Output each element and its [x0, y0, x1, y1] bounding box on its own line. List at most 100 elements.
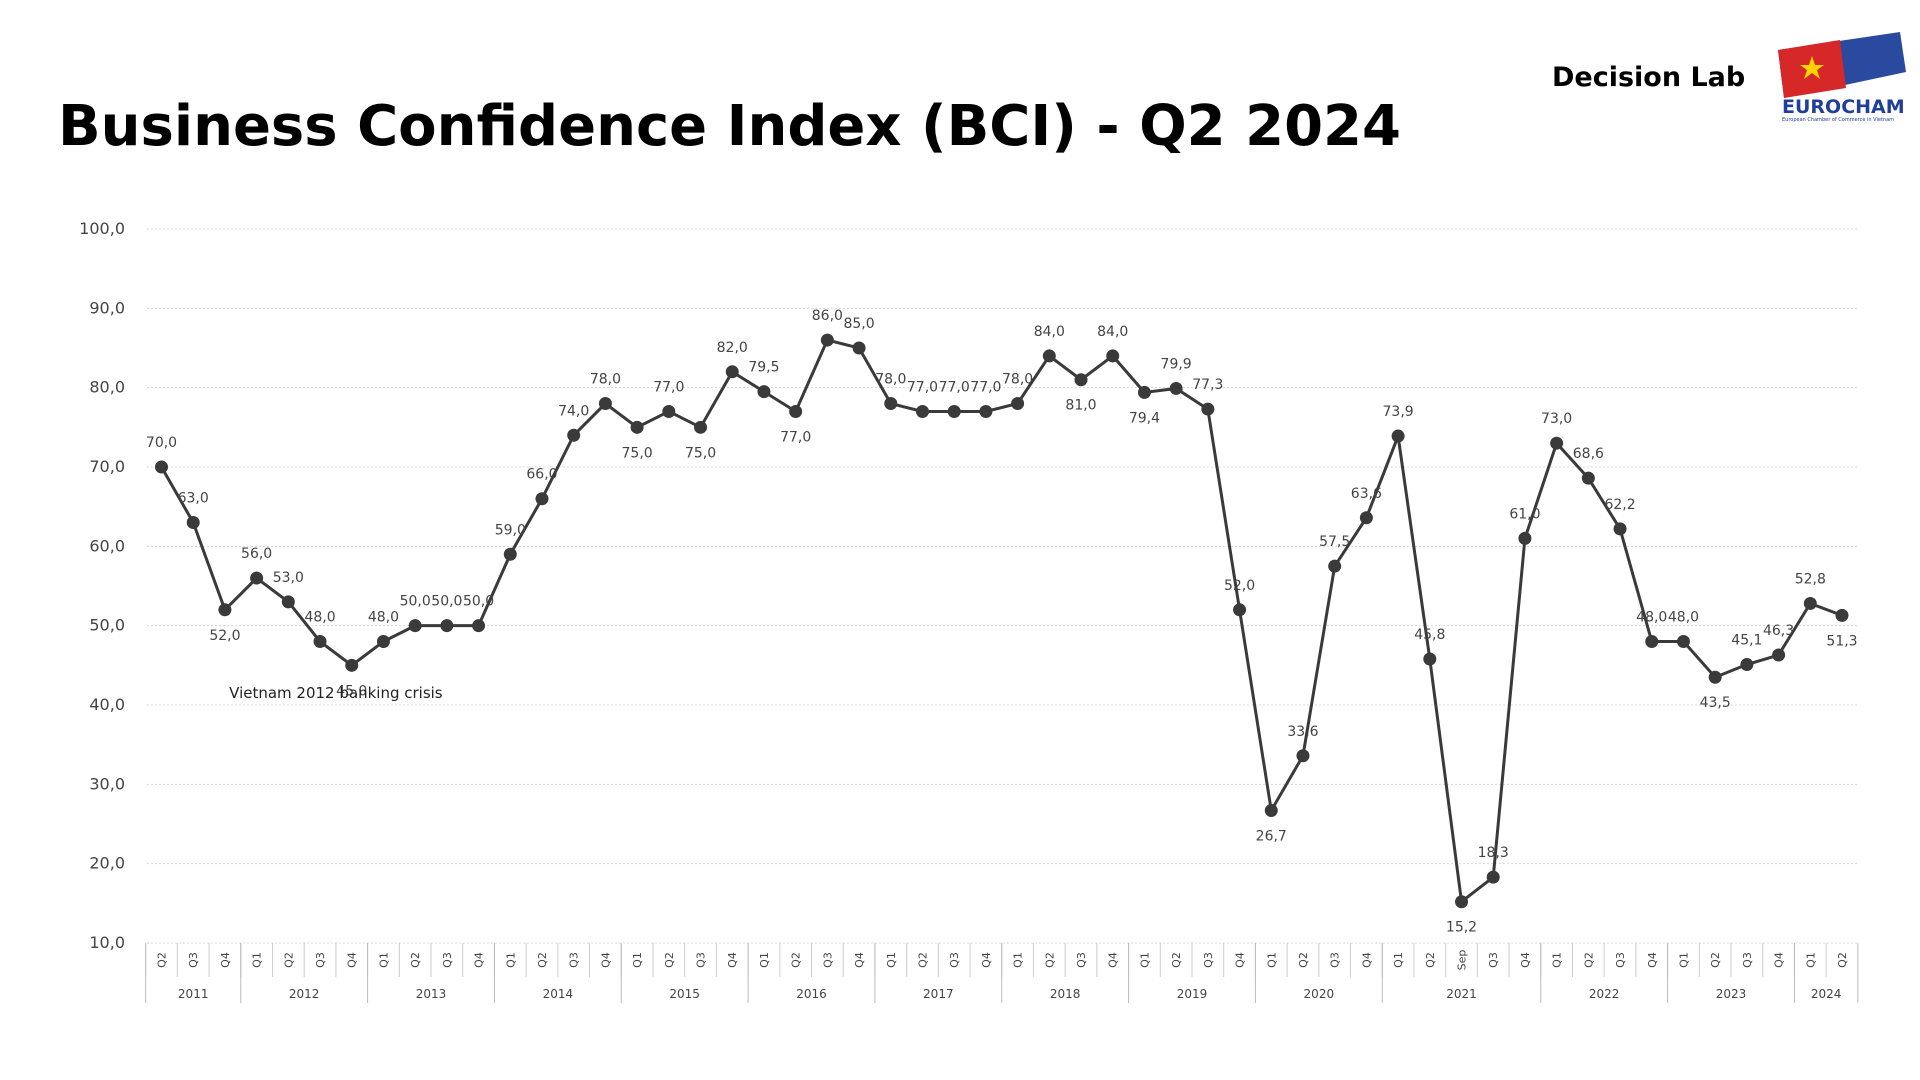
x-tick-label: Q4	[599, 952, 612, 968]
group-label: 2014	[543, 987, 574, 1001]
x-tick-label: Q4	[219, 952, 232, 968]
group-label: 2019	[1177, 987, 1208, 1001]
group-label: 2017	[923, 987, 954, 1001]
data-label: 75,0	[685, 445, 716, 461]
data-point	[947, 404, 961, 418]
y-tick-label: 60,0	[89, 536, 125, 555]
data-point	[884, 397, 898, 411]
y-tick-label: 70,0	[89, 457, 125, 476]
data-label: 51,3	[1826, 633, 1857, 649]
x-tick-label: Q1	[885, 952, 898, 968]
x-tick-label: Q2	[282, 952, 295, 968]
data-label: 77,0	[780, 429, 811, 445]
x-tick-label: Q2	[536, 952, 549, 968]
data-label: 48,0	[1636, 610, 1667, 626]
x-tick-label: Q1	[504, 952, 517, 968]
data-label: 79,9	[1161, 356, 1192, 372]
data-point	[598, 397, 612, 411]
y-tick-label: 30,0	[89, 774, 125, 793]
data-point	[472, 619, 486, 633]
x-tick-label: Q4	[1234, 952, 1247, 968]
data-point	[1772, 648, 1786, 662]
x-tick-label: Sep	[1456, 950, 1469, 971]
data-label: 86,0	[812, 308, 843, 324]
x-tick-label: Q3	[695, 952, 708, 968]
data-label: 59,0	[495, 522, 526, 538]
data-label: 77,3	[1192, 377, 1223, 393]
data-label: 52,0	[1224, 578, 1255, 594]
x-tick-label: Q2	[1043, 952, 1056, 968]
y-tick-label: 20,0	[89, 854, 125, 873]
y-tick-label: 10,0	[89, 933, 125, 952]
x-tick-label: Q3	[1202, 952, 1215, 968]
data-label: 70,0	[146, 435, 177, 451]
data-point	[662, 404, 676, 418]
data-point	[1613, 522, 1627, 536]
data-point	[1835, 608, 1849, 622]
data-point	[155, 460, 168, 474]
data-point	[313, 635, 327, 649]
data-label: 79,5	[748, 360, 779, 376]
group-label: 2022	[1589, 987, 1620, 1001]
data-point	[979, 404, 993, 418]
data-label: 57,5	[1319, 534, 1350, 550]
data-label: 53,0	[273, 570, 304, 586]
data-label: 84,0	[1097, 324, 1128, 340]
data-label: 63,0	[178, 491, 209, 507]
data-label: 50,0	[431, 594, 462, 610]
data-label: 48,0	[368, 610, 399, 626]
data-label: 77,0	[970, 379, 1001, 395]
x-tick-label: Q4	[473, 952, 486, 968]
data-point	[725, 365, 739, 379]
data-label: 74,0	[558, 403, 589, 419]
data-label: 66,0	[526, 467, 557, 483]
data-label: 50,0	[400, 594, 431, 610]
data-point	[1423, 652, 1437, 666]
group-label: 2023	[1716, 987, 1747, 1001]
x-tick-label: Q1	[631, 952, 644, 968]
data-point	[1803, 596, 1817, 610]
x-tick-label: Q3	[1329, 952, 1342, 968]
x-tick-label: Q3	[314, 952, 327, 968]
logo: EUROCHAM European Chamber of Commerce in…	[1778, 32, 1906, 123]
annotation: Vietnam 2012 banking crisis	[229, 684, 443, 702]
data-label: 45,0	[336, 683, 367, 699]
x-tick-label: Q1	[251, 952, 264, 968]
data-point	[1581, 471, 1595, 485]
x-tick-label: Q4	[726, 952, 739, 968]
x-tick-label: Q1	[1265, 952, 1278, 968]
data-point	[1359, 511, 1373, 525]
x-tick-label: Q1	[1804, 952, 1817, 968]
data-label: 73,9	[1383, 404, 1414, 420]
data-point	[1011, 397, 1025, 411]
data-point	[186, 516, 200, 530]
x-tick-label: Q1	[1677, 952, 1690, 968]
x-tick-label: Q2	[1170, 952, 1183, 968]
data-label: 52,8	[1795, 571, 1826, 587]
data-point	[1106, 349, 1120, 363]
data-point	[503, 547, 517, 561]
x-tick-label: Q3	[948, 952, 961, 968]
data-point	[408, 619, 422, 633]
x-tick-label: Q4	[1360, 952, 1373, 968]
data-label: 84,0	[1034, 324, 1065, 340]
data-label: 45,1	[1731, 633, 1762, 649]
data-label: 48,0	[1668, 610, 1699, 626]
data-label: 45,8	[1414, 627, 1445, 643]
x-tick-label: Q3	[187, 952, 200, 968]
data-point	[915, 404, 929, 418]
group-label: 2012	[289, 987, 320, 1001]
data-point	[1169, 381, 1183, 395]
data-label: 56,0	[241, 546, 272, 562]
data-label: 18,3	[1478, 845, 1509, 861]
data-point	[1264, 804, 1278, 818]
x-tick-label: Q2	[916, 952, 929, 968]
data-point	[250, 571, 264, 585]
data-label: 73,0	[1541, 411, 1572, 427]
data-label: 81,0	[1065, 398, 1096, 414]
data-point	[535, 492, 549, 506]
x-tick-label: Q4	[1519, 952, 1532, 968]
data-label: 79,4	[1129, 410, 1160, 426]
data-label: 33,6	[1287, 724, 1318, 740]
x-tick-label: Q2	[156, 952, 169, 968]
